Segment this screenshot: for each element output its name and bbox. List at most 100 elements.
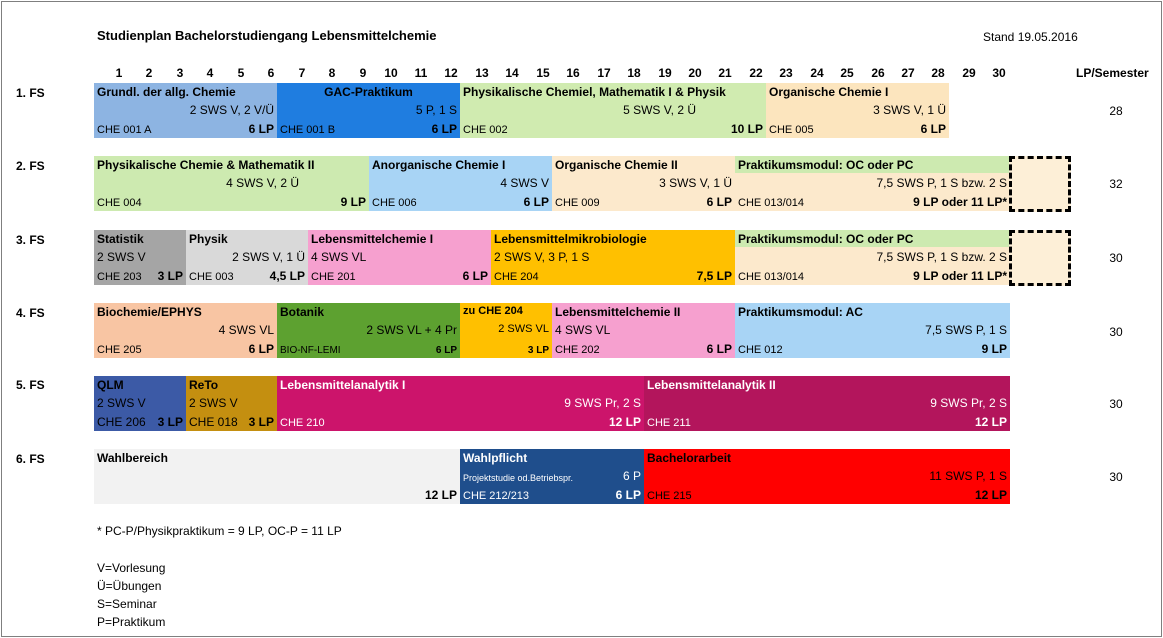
column-number: 10 (384, 66, 398, 80)
module-code: CHE 002 (463, 124, 508, 136)
module-detail: 4 SWS V (500, 176, 549, 190)
module-detail: 2 SWS V, 2 V/Ü (189, 103, 274, 117)
legend-item: V=Vorlesung (97, 561, 166, 575)
module-lp: 12 LP (974, 488, 1007, 502)
module-cell: Organische Chemie II 3 SWS V, 1 Ü CHE 00… (552, 156, 735, 211)
module-cell: Anorganische Chemie I 4 SWS V CHE 006 6 … (369, 156, 552, 211)
module-code: CHE 003 (189, 271, 234, 283)
module-title: Lebensmittelchemie II (555, 305, 681, 319)
module-title: Physikalische Chemie & Mathematik II (97, 158, 315, 172)
module-lp: 4,5 LP (269, 269, 305, 283)
module-detail: 7,5 SWS P, 1 S (925, 323, 1007, 337)
module-cell: Grundl. der allg. Chemie 2 SWS V, 2 V/Ü … (94, 83, 277, 138)
module-lp: 9 LP (981, 342, 1007, 356)
semester-label: 1. FS (16, 86, 45, 100)
module-lp: 6 LP (248, 122, 274, 136)
module-title: Anorganische Chemie I (372, 158, 506, 172)
module-cell: Praktikumsmodul: AC 7,5 SWS P, 1 S CHE 0… (735, 303, 1010, 358)
module-detail-lp: 6 P (622, 469, 641, 483)
module-lp: 10 LP (730, 122, 763, 136)
column-number: 28 (931, 66, 945, 80)
module-code: CHE 212/213 (463, 490, 530, 502)
module-cell: QLM 2 SWS V CHE 206 3 LP (94, 376, 186, 431)
module-lp: 12 LP (424, 488, 457, 502)
module-code: CHE 013/014 (738, 271, 805, 283)
module-title: Statistik (97, 232, 144, 246)
module-detail: 2 SWS V (97, 250, 146, 264)
module-title: Praktikumsmodul: OC oder PC (738, 232, 914, 246)
module-title: Grundl. der allg. Chemie (97, 85, 236, 99)
column-number: 1 (115, 66, 123, 80)
module-detail: 7,5 SWS P, 1 S bzw. 2 S (876, 176, 1007, 190)
module-detail: 4 SWS VL (311, 250, 367, 264)
module-detail: 9 SWS Pr, 2 S (930, 396, 1007, 410)
module-code: CHE 001 A (97, 124, 152, 136)
semester-label: 2. FS (16, 159, 45, 173)
module-code: CHE 206 (97, 415, 146, 429)
column-number: 17 (597, 66, 611, 80)
column-number: 14 (505, 66, 519, 80)
module-title: Wahlpflicht (463, 451, 528, 465)
module-detail: 4 SWS V, 2 Ü (226, 176, 299, 190)
module-cell: Wahlpflicht Projektstudie od.Betriebspr.… (460, 449, 644, 504)
module-lp: 12 LP (974, 415, 1007, 429)
module-code: CHE 009 (555, 197, 600, 209)
module-lp: 12 LP (608, 415, 641, 429)
module-detail: 3 SWS V, 1 Ü (873, 103, 946, 117)
semester-label: 6. FS (16, 452, 45, 466)
module-detail: 2 SWS V (189, 396, 238, 410)
module-detail: 4 SWS VL (555, 323, 611, 337)
semester-label: 5. FS (16, 378, 45, 392)
module-code: CHE 215 (647, 490, 692, 502)
module-title: Lebensmittelanalytik I (280, 378, 406, 392)
module-lp: 3 LP (248, 415, 274, 429)
module-title: ReTo (189, 378, 219, 392)
module-detail: 5 P, 1 S (415, 103, 457, 117)
module-detail: 2 SWS V (97, 396, 146, 410)
module-title: Praktikumsmodul: OC oder PC (738, 158, 914, 172)
column-number: 20 (688, 66, 702, 80)
column-number: 27 (901, 66, 915, 80)
module-cell: Physikalische Chemie & Mathematik II 4 S… (94, 156, 369, 211)
lp-semester-header: LP/Semester (1076, 66, 1149, 80)
footnote: * PC-P/Physikpraktikum = 9 LP, OC-P = 11… (97, 524, 342, 538)
module-title: Bachelorarbeit (647, 451, 732, 465)
module-cell: Praktikumsmodul: OC oder PC 7,5 SWS P, 1… (735, 230, 1010, 285)
semester-label: 4. FS (16, 306, 45, 320)
module-title: GAC-Praktikum (324, 85, 413, 99)
module-title: Botanik (280, 305, 325, 319)
semester-lp-total: 30 (1109, 397, 1123, 411)
module-cell: Statistik 2 SWS V CHE 203 3 LP (94, 230, 186, 285)
legend-item: P=Praktikum (97, 615, 166, 629)
module-lp: 6 LP (706, 342, 732, 356)
module-code: CHE 012 (738, 344, 783, 356)
module-detail: 11 SWS P, 1 S (929, 469, 1007, 483)
module-detail: 2 SWS V, 3 P, 1 S (494, 250, 590, 264)
module-lp: 9 LP (340, 195, 366, 209)
column-number: 30 (992, 66, 1006, 80)
semester-lp-total: 28 (1109, 104, 1123, 118)
module-title: Organische Chemie I (769, 85, 889, 99)
module-title: Physikalische Chemiel, Mathematik I & Ph… (463, 85, 726, 99)
placeholder-box (1009, 156, 1071, 212)
module-cell: Lebensmittelchemie II 4 SWS VL CHE 202 6… (552, 303, 735, 358)
module-cell: Lebensmittelanalytik I 9 SWS Pr, 2 S CHE… (277, 376, 644, 431)
column-number: 24 (810, 66, 824, 80)
module-lp: 7,5 LP (696, 269, 732, 283)
module-cell: Lebensmittelmikrobiologie 2 SWS V, 3 P, … (491, 230, 735, 285)
semester-lp-total: 32 (1109, 177, 1123, 191)
module-lp: 6 LP (615, 488, 641, 502)
column-number: 6 (267, 66, 275, 80)
module-title: Biochemie/EPHYS (97, 305, 202, 319)
module-detail: Projektstudie od.Betriebspr. (463, 473, 574, 483)
module-title: Praktikumsmodul: AC (738, 305, 863, 319)
module-cell: Botanik 2 SWS VL + 4 Pr BIO-NF-LEMI 6 LP (277, 303, 460, 358)
module-lp: 3 LP (157, 269, 183, 283)
legend-item: S=Seminar (97, 597, 157, 611)
module-code: CHE 005 (769, 124, 814, 136)
column-number: 23 (779, 66, 793, 80)
module-code: CHE 211 (647, 417, 691, 429)
module-code: CHE 210 (280, 417, 325, 429)
module-title: zu CHE 204 (463, 305, 523, 317)
module-cell: Bachelorarbeit 11 SWS P, 1 S CHE 215 12 … (644, 449, 1010, 504)
